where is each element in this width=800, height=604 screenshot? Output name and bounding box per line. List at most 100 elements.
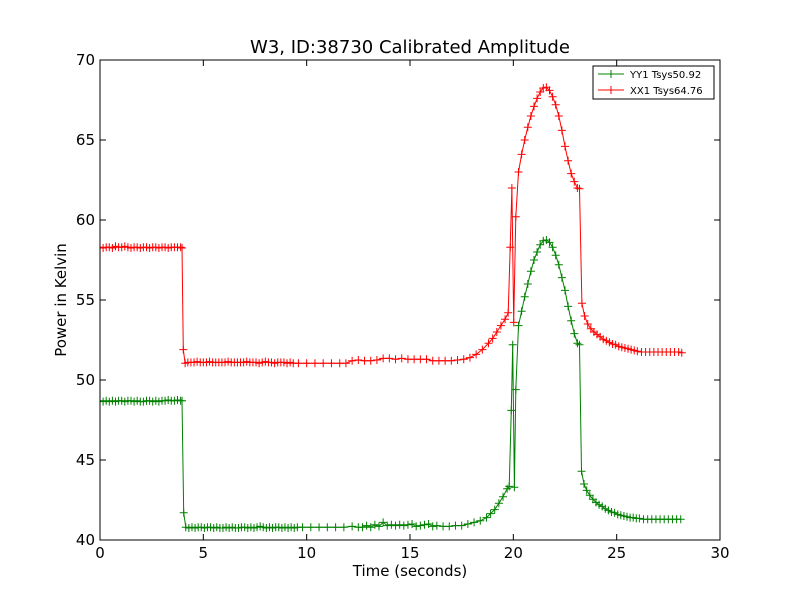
y-tick-label: 60	[76, 211, 95, 229]
data-point-marker	[379, 518, 388, 527]
data-point-marker	[348, 522, 357, 531]
data-point-marker	[507, 184, 516, 192]
data-point-marker	[315, 523, 324, 532]
data-point-marker	[676, 515, 685, 524]
x-tick-label: 30	[710, 544, 729, 562]
data-point-marker	[517, 307, 526, 316]
data-point-marker	[580, 312, 589, 320]
data-point-marker	[582, 486, 591, 495]
data-point-marker	[323, 523, 332, 532]
legend: YY1 Tsys50.92 XX1 Tsys64.76	[592, 65, 715, 100]
data-point-marker	[554, 112, 563, 120]
data-point-marker	[463, 520, 472, 528]
series-line	[100, 239, 681, 529]
y-tick-label: 50	[76, 371, 95, 389]
x-tick-label: 25	[607, 544, 626, 562]
data-point-marker	[494, 499, 503, 508]
y-tick-label: 40	[76, 531, 95, 549]
data-point-marker	[302, 359, 311, 368]
data-point-marker	[557, 273, 566, 282]
data-point-marker	[341, 359, 350, 368]
data-point-marker	[520, 292, 529, 301]
data-point-marker	[179, 345, 188, 354]
data-point-marker	[548, 92, 557, 101]
legend-label: XX1 Tsys64.76	[630, 86, 703, 97]
data-point-marker	[486, 509, 495, 518]
y-tick-label: 65	[76, 131, 95, 149]
data-point-marker	[577, 299, 586, 308]
data-point-marker	[178, 244, 187, 252]
legend-label: YY1 Tsys50.92	[629, 70, 701, 81]
data-point-marker	[545, 86, 554, 95]
data-point-marker	[573, 339, 582, 348]
data-point-marker	[385, 354, 394, 363]
data-point-marker	[408, 520, 417, 528]
x-tick-label: 5	[199, 544, 209, 562]
y-axis-label: Power in Kelvin	[52, 243, 70, 357]
data-point-marker	[484, 339, 493, 348]
data-point-marker	[509, 318, 518, 327]
data-point-marker	[533, 248, 542, 256]
data-point-marker	[339, 523, 348, 532]
chart-title: W3, ID:38730 Calibrated Amplitude	[250, 37, 570, 58]
data-point-marker	[507, 406, 516, 415]
series-0	[100, 236, 685, 532]
data-point-marker	[564, 302, 573, 311]
data-point-marker	[459, 355, 468, 364]
x-tick-label: 15	[400, 544, 419, 562]
data-point-marker	[492, 328, 501, 336]
data-point-marker	[453, 356, 462, 364]
data-point-marker	[633, 347, 642, 356]
data-point-marker	[310, 359, 319, 368]
data-point-marker	[412, 522, 421, 531]
data-point-marker	[561, 142, 569, 151]
data-point-marker	[319, 359, 328, 368]
data-point-marker	[490, 505, 499, 514]
data-point-marker	[372, 356, 381, 364]
data-point-marker	[422, 355, 431, 364]
data-point-marker	[530, 102, 538, 111]
plot-area	[100, 83, 686, 532]
data-point-marker	[508, 340, 517, 349]
x-tick-label: 0	[95, 544, 105, 562]
data-point-marker	[501, 315, 510, 324]
data-point-marker	[391, 521, 400, 530]
legend-box	[592, 65, 715, 100]
data-point-marker	[511, 385, 520, 394]
data-point-marker	[677, 348, 686, 357]
data-point-marker	[526, 112, 535, 120]
data-point-marker	[370, 520, 379, 529]
data-point-marker	[561, 286, 569, 295]
data-point-marker	[176, 243, 185, 252]
data-point-marker	[520, 136, 529, 144]
data-point-marker	[510, 483, 519, 492]
data-point-marker	[548, 243, 557, 252]
data-point-marker	[362, 521, 371, 530]
data-point-marker	[445, 522, 454, 531]
data-point-marker	[504, 308, 513, 317]
data-point-marker	[635, 514, 644, 523]
x-tick-label: 20	[504, 544, 523, 562]
data-point-marker	[424, 520, 433, 528]
data-point-marker	[488, 334, 497, 343]
data-point-marker	[428, 522, 437, 531]
data-point-marker	[514, 168, 523, 176]
data-point-marker	[567, 316, 576, 325]
data-point-marker	[465, 353, 474, 362]
data-point-marker	[395, 520, 404, 529]
data-point-marker	[387, 520, 396, 529]
data-point-marker	[383, 521, 392, 530]
data-point-marker	[533, 94, 542, 103]
data-point-marker	[506, 243, 515, 252]
data-point-marker	[482, 513, 491, 522]
data-point-marker	[526, 267, 535, 276]
y-tick-label: 70	[76, 51, 95, 69]
data-point-marker	[178, 396, 187, 405]
data-point-marker	[496, 321, 505, 330]
data-point-marker	[447, 356, 456, 365]
data-point-marker	[567, 169, 576, 178]
data-point-marker	[505, 482, 514, 491]
data-point-marker	[511, 212, 520, 221]
